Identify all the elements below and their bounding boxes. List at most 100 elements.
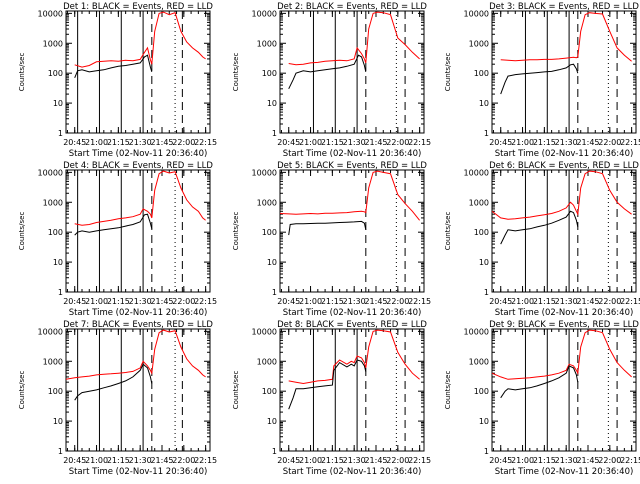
x-tick-label: 21:00 — [299, 138, 322, 147]
y-tick-label: 1 — [272, 129, 277, 138]
x-axis-title: Start Time (02-Nov-11 20:36:40) — [69, 149, 208, 159]
y-tick-label: 100 — [262, 387, 277, 396]
y-tick-label: 100 — [48, 69, 63, 78]
panel-title: Det 5: BLACK = Events, RED = LLD — [277, 161, 427, 171]
y-tick-label: 10000 — [464, 327, 489, 336]
x-axis-title: Start Time (02-Nov-11 20:36:40) — [283, 467, 422, 477]
y-tick-label: 100 — [48, 387, 63, 396]
y-tick-label: 1000 — [469, 198, 489, 207]
x-tick-label: 22:00 — [598, 456, 621, 465]
y-tick-label: 10000 — [252, 9, 277, 18]
series-line-lld — [492, 329, 632, 380]
y-tick-label: 10 — [267, 417, 277, 426]
x-tick-label: 20:45 — [63, 297, 86, 306]
y-tick-label: 10000 — [252, 327, 277, 336]
panel-9: Det 9: BLACK = Events, RED = LLD Counts/s… — [444, 320, 640, 477]
y-tick-label: 10000 — [464, 168, 489, 177]
y-tick-label: 10000 — [38, 168, 63, 177]
series-line-lld — [500, 12, 632, 62]
x-tick-label: 21:45 — [150, 138, 173, 147]
y-tick-label: 10 — [479, 258, 489, 267]
panel-5: Det 5: BLACK = Events, RED = LLD Counts/s… — [232, 161, 431, 318]
series-line-events — [288, 359, 367, 410]
x-tick-label: 21:30 — [343, 297, 366, 306]
y-axis-title: Counts/sec — [232, 371, 240, 410]
y-tick-label: 10 — [53, 99, 63, 108]
x-tick-label: 21:15 — [533, 297, 556, 306]
x-tick-label: 22:00 — [172, 297, 195, 306]
x-tick-label: 21:15 — [533, 456, 556, 465]
y-tick-label: 10000 — [38, 327, 63, 336]
x-tick-label: 21:00 — [299, 297, 322, 306]
y-tick-label: 1000 — [257, 39, 277, 48]
series-line-lld — [280, 170, 420, 221]
x-tick-label: 21:00 — [85, 297, 108, 306]
y-tick-label: 1 — [484, 129, 489, 138]
x-axis-title: Start Time (02-Nov-11 20:36:40) — [69, 308, 208, 318]
plot-frame — [279, 328, 425, 452]
x-tick-label: 20:45 — [63, 456, 86, 465]
series-line-lld — [74, 11, 206, 68]
x-tick-label: 21:00 — [299, 456, 322, 465]
x-axis-title: Start Time (02-Nov-11 20:36:40) — [495, 467, 634, 477]
series-line-events — [74, 213, 153, 236]
plot-frame — [491, 328, 637, 452]
x-tick-label: 22:00 — [172, 138, 195, 147]
x-tick-label: 22:00 — [172, 456, 195, 465]
y-axis-title: Counts/sec — [232, 53, 240, 92]
x-tick-label: 22:15 — [194, 297, 217, 306]
x-tick-label: 21:15 — [321, 138, 344, 147]
x-tick-label: 21:15 — [107, 456, 130, 465]
panel-6: Det 6: BLACK = Events, RED = LLD Counts/s… — [444, 161, 640, 318]
x-tick-label: 21:00 — [511, 297, 534, 306]
x-tick-label: 21:00 — [511, 138, 534, 147]
plot-frame — [279, 169, 425, 293]
panel-title: Det 6: BLACK = Events, RED = LLD — [489, 161, 639, 171]
panel-1: Det 1: BLACK = Events, RED = LLD Counts/s… — [18, 2, 217, 159]
panel-8: Det 8: BLACK = Events, RED = LLD Counts/s… — [232, 320, 431, 477]
x-tick-label: 22:15 — [408, 138, 431, 147]
x-tick-label: 20:45 — [277, 297, 300, 306]
y-tick-label: 10000 — [464, 9, 489, 18]
x-tick-label: 21:45 — [150, 297, 173, 306]
panel-3: Det 3: BLACK = Events, RED = LLD Counts/s… — [444, 2, 640, 159]
y-tick-label: 1 — [484, 288, 489, 297]
x-tick-label: 22:00 — [386, 456, 409, 465]
x-tick-label: 20:45 — [277, 456, 300, 465]
x-tick-label: 21:30 — [555, 297, 578, 306]
x-tick-label: 21:30 — [555, 456, 578, 465]
y-tick-label: 1 — [58, 447, 63, 456]
panel-title: Det 8: BLACK = Events, RED = LLD — [277, 320, 427, 330]
panel-title: Det 4: BLACK = Events, RED = LLD — [63, 161, 213, 171]
y-tick-label: 10 — [53, 258, 63, 267]
x-tick-label: 21:30 — [555, 138, 578, 147]
x-axis-title: Start Time (02-Nov-11 20:36:40) — [283, 149, 422, 159]
y-tick-label: 10 — [267, 258, 277, 267]
x-tick-label: 21:30 — [343, 138, 366, 147]
x-tick-label: 21:45 — [576, 456, 599, 465]
x-tick-label: 20:45 — [489, 138, 512, 147]
y-axis-title: Counts/sec — [232, 212, 240, 251]
series-line-events — [288, 54, 367, 90]
x-tick-label: 21:30 — [343, 456, 366, 465]
y-tick-label: 1 — [484, 447, 489, 456]
series-line-lld — [288, 11, 420, 66]
y-tick-label: 1 — [272, 288, 277, 297]
x-tick-label: 20:45 — [489, 297, 512, 306]
x-tick-label: 21:45 — [364, 138, 387, 147]
y-tick-label: 10 — [53, 417, 63, 426]
x-axis-title: Start Time (02-Nov-11 20:36:40) — [495, 149, 634, 159]
series-line-lld — [492, 170, 632, 220]
y-tick-label: 1000 — [43, 39, 63, 48]
y-axis-title: Counts/sec — [444, 53, 452, 92]
panel-title: Det 2: BLACK = Events, RED = LLD — [277, 2, 427, 12]
x-tick-label: 22:00 — [598, 297, 621, 306]
x-tick-label: 21:45 — [150, 456, 173, 465]
x-tick-label: 21:45 — [576, 138, 599, 147]
y-tick-label: 1 — [58, 129, 63, 138]
series-line-events — [74, 363, 153, 401]
plot-frame — [491, 169, 637, 293]
y-tick-label: 10000 — [38, 9, 63, 18]
x-tick-label: 20:45 — [63, 138, 86, 147]
